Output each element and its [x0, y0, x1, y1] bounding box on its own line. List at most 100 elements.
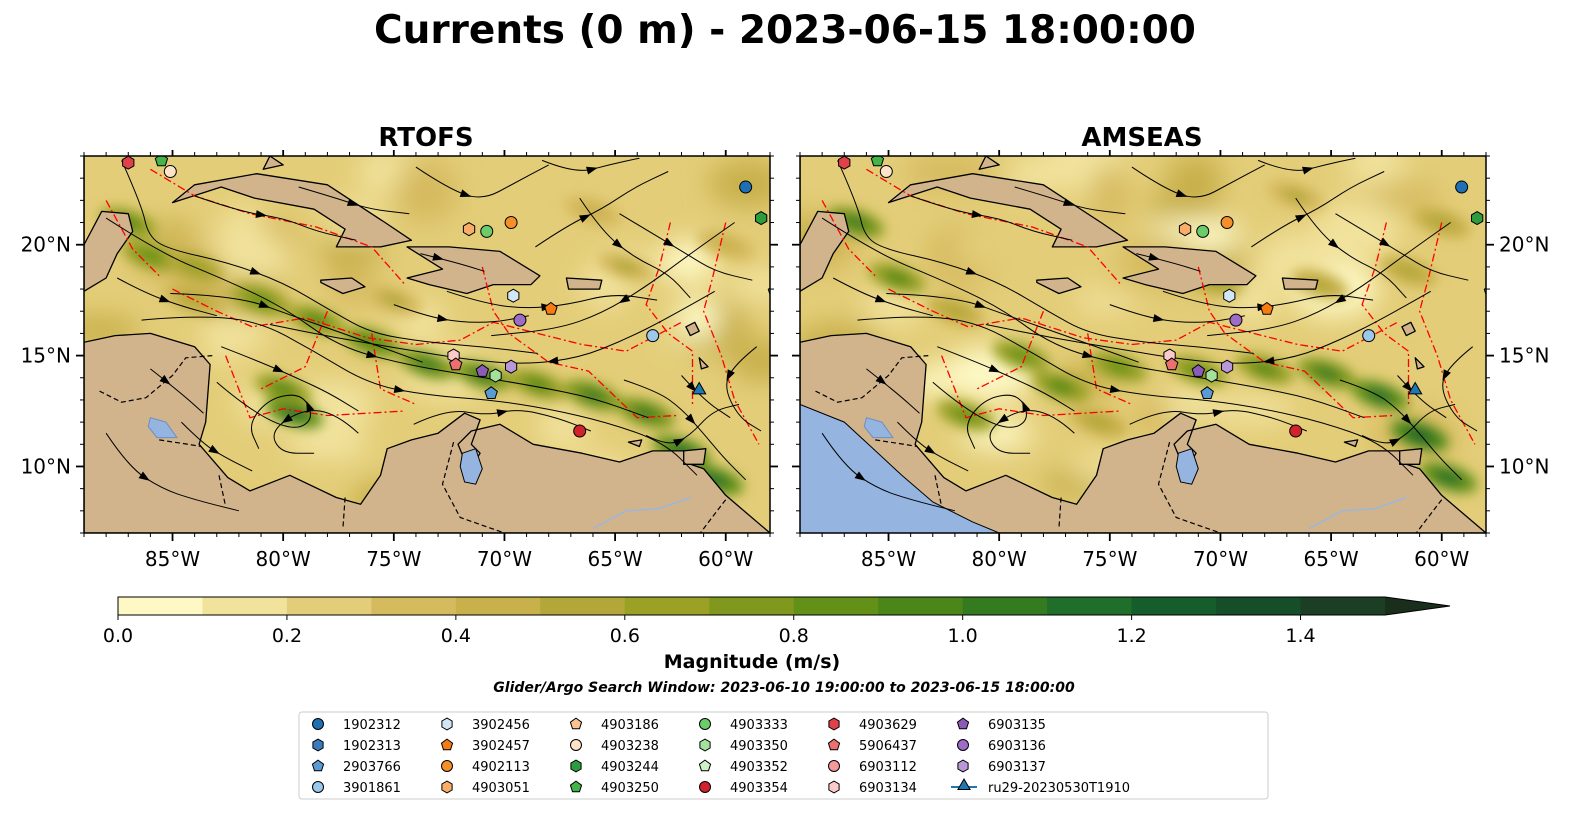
- legend-pentagon-swatch: [827, 738, 841, 751]
- flow-arrow: [1302, 166, 1314, 175]
- field-jet-core: [883, 270, 912, 286]
- field-jet-core: [1006, 348, 1036, 363]
- legend-triangle-swatch: [957, 778, 971, 790]
- legend-item: 4903354: [699, 781, 788, 796]
- field-jet-core: [246, 292, 276, 308]
- ocean-pacific: [800, 403, 1000, 533]
- streamline: [194, 195, 357, 241]
- float-marker: [1260, 301, 1274, 315]
- colorbar-cell: [286, 597, 372, 615]
- field-patch: [1346, 357, 1385, 383]
- float-marker: [838, 156, 851, 170]
- colorbar-cell: [878, 597, 964, 615]
- search-window-note: Glider/Argo Search Window: 2023-06-10 19…: [493, 680, 1075, 696]
- legend-label: 1902312: [343, 718, 401, 733]
- legend-label: 6903135: [988, 718, 1046, 733]
- legend-label: 1902313: [343, 739, 401, 754]
- y-tick-label: 15°N: [21, 344, 71, 368]
- float-marker: [646, 329, 660, 343]
- lake-maracaibo: [459, 448, 483, 485]
- legend-item: 4903333: [699, 718, 788, 733]
- land-polygon: [1414, 357, 1425, 370]
- flow-arrow: [974, 300, 987, 308]
- flow-arrow: [365, 350, 378, 359]
- land-polygon: [683, 448, 707, 465]
- flow-arrow: [138, 471, 150, 481]
- streamline: [170, 293, 423, 363]
- legend-item: 5906437: [827, 738, 917, 754]
- streamline: [415, 164, 549, 198]
- float-marker: [475, 363, 490, 377]
- legend-label: 6903136: [988, 739, 1046, 754]
- legend-item: 4903186: [569, 717, 659, 733]
- x-tick-label: 75°W: [1082, 547, 1137, 571]
- colorbar-cell: [540, 597, 626, 615]
- lake-nicaragua: [863, 417, 894, 439]
- land-polygon: [1399, 448, 1423, 465]
- flow-arrow: [611, 238, 624, 249]
- field-jet-core: [1250, 361, 1280, 377]
- flow-arrow: [1148, 252, 1160, 261]
- field-patch: [707, 158, 770, 209]
- legend-item: 6903135: [956, 717, 1046, 733]
- flow-arrow: [686, 381, 697, 393]
- float-marker: [1196, 224, 1210, 238]
- y-tick-label: 20°N: [1499, 233, 1549, 257]
- legend-pentagon-swatch: [569, 717, 583, 730]
- flow-arrow: [874, 294, 887, 303]
- glider-marker: [691, 381, 707, 395]
- colorbar-label: Magnitude (m/s): [664, 651, 841, 673]
- colorbar-cell: [709, 597, 795, 615]
- eez-boundaries: [105, 168, 760, 445]
- field-patch: [660, 239, 719, 283]
- flow-arrow: [1081, 350, 1094, 359]
- legend-hexagon-swatch: [828, 717, 840, 731]
- streamline: [1131, 164, 1265, 198]
- float-marker: [1165, 357, 1179, 371]
- float-marker: [154, 156, 169, 167]
- land-polygon: [1401, 321, 1416, 337]
- flow-arrow: [685, 413, 696, 425]
- field-jet-core: [268, 381, 298, 397]
- streamline: [1295, 197, 1407, 299]
- streamline: [726, 346, 762, 432]
- legend-frame: [298, 711, 1269, 800]
- y-tick-label: 10°N: [1499, 454, 1549, 478]
- eez-line: [1361, 222, 1410, 405]
- map-frame-rtofs: [83, 155, 771, 534]
- field-jet-core: [951, 408, 981, 423]
- streamline: [121, 160, 538, 354]
- streamline: [150, 368, 204, 414]
- field-patch: [864, 284, 923, 327]
- axes-amseas: 85°W 80°W 75°W 70°W 65°W 60°W 10°N 15°N 20°N: [792, 150, 1549, 571]
- streamline: [141, 316, 698, 476]
- x-tick-label: 70°W: [477, 547, 532, 571]
- country-border: [815, 355, 929, 403]
- flow-arrow: [158, 294, 171, 303]
- field-patch: [1145, 189, 1221, 220]
- land-polygon: [685, 321, 700, 337]
- legend-label: ru29-20230530T1910: [988, 781, 1130, 796]
- streamline: [420, 253, 485, 272]
- country-border: [218, 475, 227, 507]
- legend-hexagon-swatch: [441, 780, 453, 794]
- legend-label: 2903766: [343, 760, 401, 775]
- streamline: [1397, 375, 1447, 419]
- x-tick-label: 65°W: [1303, 547, 1358, 571]
- field-patch: [1427, 358, 1486, 388]
- float-marker: [163, 165, 177, 179]
- legend-item: 4903350: [699, 738, 788, 754]
- legend-label: 4903333: [730, 718, 788, 733]
- streamline: [837, 160, 1254, 354]
- land-polygon: [84, 156, 134, 292]
- float-marker: [1191, 363, 1206, 377]
- float-marker: [573, 424, 587, 438]
- legend-item: 4903629: [828, 717, 917, 733]
- flow-arrow: [1389, 438, 1401, 447]
- figure-title: Currents (0 m) - 2023-06-15 18:00:00: [374, 8, 1196, 53]
- legend-item: 6903136: [957, 739, 1046, 754]
- streamline: [857, 316, 1414, 476]
- country-border: [99, 355, 213, 403]
- streamline: [937, 346, 1075, 412]
- eez-line: [940, 355, 1121, 419]
